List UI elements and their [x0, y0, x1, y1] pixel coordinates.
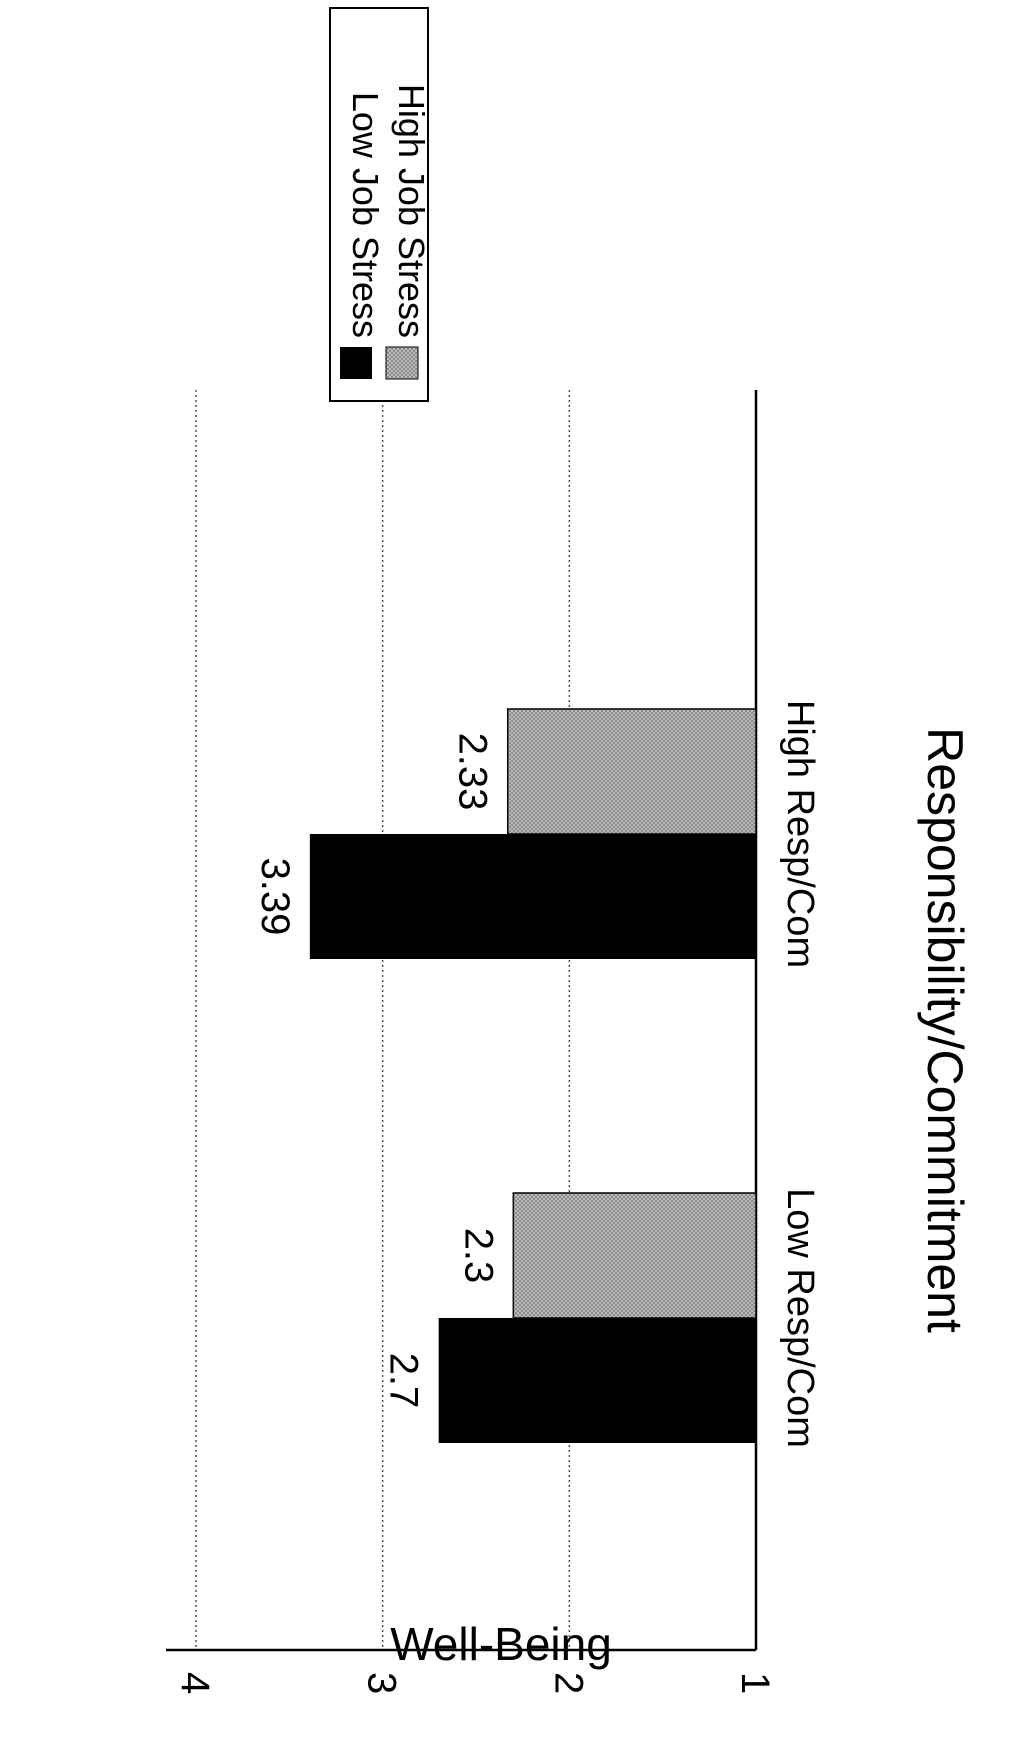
data-label: 2.33 — [451, 733, 495, 811]
data-label: 3.39 — [253, 858, 297, 936]
y-tick-label: 3 — [360, 1672, 404, 1694]
bar-low-job-stress-low-resp-com — [438, 1318, 756, 1443]
legend-label-high-job-stress: High Job Stress — [391, 84, 432, 338]
bar-low-job-stress-high-resp-com — [309, 834, 756, 959]
legend-label-low-job-stress: Low Job Stress — [345, 92, 386, 338]
legend: Low Job Stress High Job Stress — [329, 7, 432, 402]
legend-box — [329, 7, 429, 402]
legend-swatch-low-job-stress — [340, 347, 372, 379]
y-tick-label: 2 — [546, 1672, 590, 1694]
bar-high-job-stress-low-resp-com — [512, 1192, 757, 1319]
x-category-label: Low Resp/Com — [779, 1188, 821, 1448]
x-category-label: High Resp/Com — [779, 700, 821, 968]
x-axis-title: Responsibility/Commitment — [917, 727, 973, 1333]
y-axis-title: Well-Being — [390, 1618, 612, 1670]
y-tick-label: 4 — [173, 1672, 217, 1694]
bar-high-job-stress-high-resp-com — [506, 708, 757, 835]
data-label: 2.7 — [382, 1353, 426, 1409]
legend-swatch-high-job-stress — [385, 346, 419, 380]
data-label: 2.3 — [456, 1228, 500, 1284]
y-tick-label: 1 — [733, 1672, 777, 1694]
